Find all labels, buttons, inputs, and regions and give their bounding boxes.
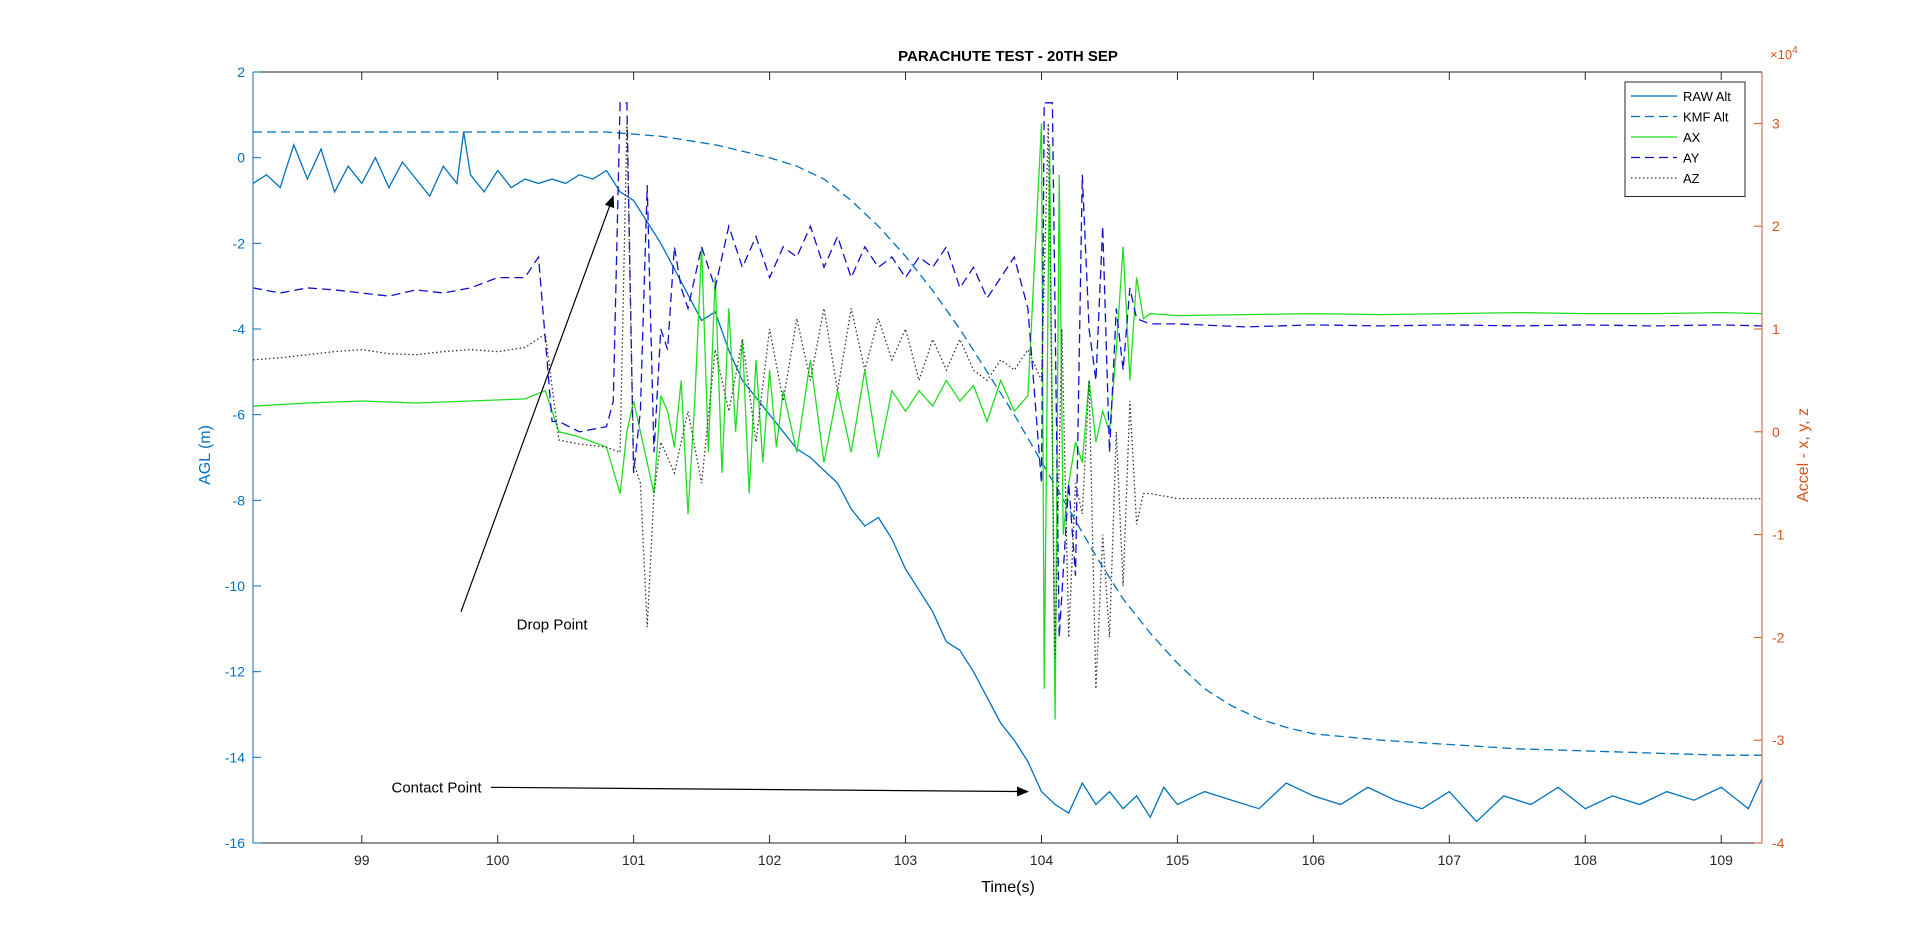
- y-left-tick-label: -16: [225, 835, 245, 851]
- y-right-tick-label: -1: [1772, 527, 1785, 543]
- x-tick-label: 103: [894, 852, 918, 868]
- plot-area: [253, 102, 1762, 823]
- y-axis-right-title: Accel - x, y, z: [1795, 408, 1812, 502]
- right-axis-exponent: ×104: [1770, 45, 1798, 62]
- y-right-tick-label: 2: [1772, 218, 1780, 234]
- annotations: Drop Point Contact Point: [391, 195, 1029, 797]
- x-tick-label: 108: [1574, 852, 1598, 868]
- legend: RAW Alt KMF Alt AX AY AZ: [1624, 81, 1746, 197]
- y-right-tick-label: -4: [1772, 835, 1785, 851]
- annotation-arrow: [460, 195, 615, 612]
- series-line-az: [253, 123, 1762, 689]
- legend-label: AY: [1683, 151, 1700, 166]
- axes: 99 100 101 102 103 104 105 106 107 108 109-16-14-1…: [225, 64, 1785, 868]
- series-line-raw-alt: [253, 131, 1762, 823]
- legend-label: AX: [1683, 130, 1701, 145]
- exponent-base: ×10: [1770, 47, 1792, 62]
- annotation-label: Contact Point: [391, 779, 482, 796]
- y-left-tick-label: -4: [233, 321, 246, 337]
- x-tick-label: 104: [1030, 852, 1054, 868]
- x-tick-label: 99: [354, 852, 370, 868]
- y-left-tick-label: -12: [225, 664, 245, 680]
- legend-box: [1624, 81, 1746, 197]
- x-tick-label: 107: [1438, 852, 1462, 868]
- x-tick-label: 109: [1710, 852, 1734, 868]
- x-tick-label: 101: [622, 852, 646, 868]
- y-left-tick-label: -8: [233, 492, 246, 508]
- exponent-power: 4: [1792, 45, 1798, 56]
- y-left-tick-label: -6: [233, 407, 246, 423]
- legend-label: KMF Alt: [1683, 110, 1729, 125]
- y-axis-left-title: AGL (m): [197, 425, 214, 485]
- annotation-label: Drop Point: [517, 617, 589, 634]
- y-right-tick-label: -3: [1772, 732, 1785, 748]
- y-left-tick-label: 2: [237, 64, 245, 80]
- series-line-ax: [253, 123, 1762, 720]
- x-axis-title: Time(s): [981, 879, 1035, 896]
- y-right-tick-label: 0: [1772, 424, 1780, 440]
- annotation-arrow: [490, 786, 1029, 797]
- legend-label: RAW Alt: [1683, 89, 1731, 104]
- y-right-tick-label: 3: [1772, 115, 1780, 131]
- y-right-tick-label: 1: [1772, 321, 1780, 337]
- y-left-tick-label: -2: [233, 235, 246, 251]
- y-right-tick-label: -2: [1772, 629, 1785, 645]
- x-tick-label: 105: [1166, 852, 1190, 868]
- x-tick-label: 100: [486, 852, 510, 868]
- y-left-tick-label: 0: [237, 150, 245, 166]
- y-left-tick-label: -10: [225, 578, 245, 594]
- x-tick-label: 102: [758, 852, 782, 868]
- chart-title: PARACHUTE TEST - 20TH SEP: [898, 48, 1118, 65]
- y-left-tick-label: -14: [225, 749, 245, 765]
- legend-label: AZ: [1683, 171, 1700, 186]
- x-tick-label: 106: [1302, 852, 1326, 868]
- series-line-kmf-alt: [253, 131, 1762, 756]
- series-line-ay: [253, 102, 1762, 638]
